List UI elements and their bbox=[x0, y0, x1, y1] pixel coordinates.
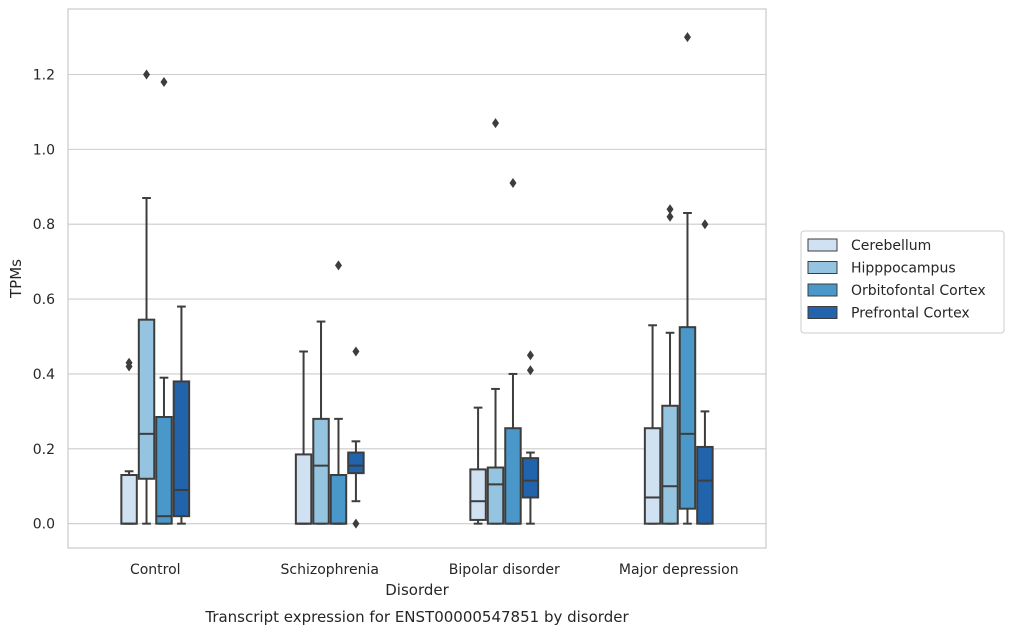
legend-swatch bbox=[807, 306, 838, 319]
y-axis-label: TPMs bbox=[7, 259, 25, 299]
y-tick-label: 0.8 bbox=[33, 217, 55, 233]
box-orbitofontal-cortex bbox=[504, 178, 522, 525]
box-prefrontal-cortex bbox=[172, 305, 191, 525]
box-hipppocampus bbox=[137, 69, 156, 525]
legend-label: Hipppocampus bbox=[851, 261, 956, 277]
box-iqr bbox=[521, 457, 540, 499]
legend-label: Cerebellum bbox=[851, 238, 931, 254]
y-tick-label: 1.0 bbox=[33, 142, 55, 158]
legend-label: Prefrontal Cortex bbox=[851, 306, 970, 322]
outlier-point bbox=[352, 346, 360, 357]
outlier-point bbox=[492, 118, 500, 129]
box-prefrontal-cortex bbox=[521, 350, 540, 525]
y-tick-label: 0.2 bbox=[33, 442, 55, 458]
outlier-point bbox=[683, 32, 691, 43]
outlier-point bbox=[526, 350, 534, 361]
box-iqr bbox=[329, 474, 348, 525]
y-tick-label: 1.2 bbox=[33, 68, 55, 84]
box-iqr bbox=[294, 453, 313, 525]
plot-area-border bbox=[67, 8, 767, 549]
box-orbitofontal-cortex bbox=[155, 76, 173, 525]
x-axis-ticks: Control Schizophrenia Bipolar disorder Majo… bbox=[130, 562, 739, 578]
box-hipppocampus bbox=[312, 320, 330, 525]
legend-frame bbox=[800, 230, 1005, 334]
outlier-point bbox=[352, 518, 360, 529]
box-cerebellum bbox=[294, 350, 313, 525]
outlier-point bbox=[526, 365, 534, 376]
legend: Cerebellum Hipppocampus Orbitofontal Corte… bbox=[800, 230, 1005, 334]
outlier-point bbox=[666, 204, 674, 215]
outlier-point bbox=[334, 260, 342, 271]
box-iqr bbox=[120, 474, 138, 525]
box-iqr bbox=[643, 427, 662, 525]
box-hipppocampus bbox=[486, 118, 505, 525]
legend-label: Orbitofontal Cortex bbox=[851, 283, 986, 299]
box-iqr bbox=[312, 417, 330, 525]
box-prefrontal-cortex bbox=[347, 346, 365, 529]
box-iqr bbox=[347, 451, 365, 475]
outlier-point bbox=[125, 357, 133, 368]
box-cerebellum bbox=[120, 357, 138, 525]
box-iqr bbox=[696, 445, 714, 525]
box-iqr bbox=[661, 404, 679, 525]
x-tick-label: Schizophrenia bbox=[281, 562, 379, 578]
outlier-point bbox=[143, 69, 151, 80]
outlier-point bbox=[509, 178, 517, 189]
outlier-point bbox=[666, 211, 674, 222]
x-axis-label: Disorder bbox=[385, 581, 449, 599]
box-cerebellum bbox=[469, 406, 487, 525]
y-tick-label: 0.4 bbox=[33, 367, 55, 383]
box-iqr bbox=[678, 326, 697, 510]
box-iqr bbox=[486, 466, 505, 525]
box-orbitofontal-cortex bbox=[678, 32, 697, 525]
x-tick-label: Major depression bbox=[619, 562, 739, 578]
y-axis-ticks: 0.0 0.2 0.4 0.6 0.8 1.0 1.2 bbox=[33, 68, 55, 533]
box-iqr bbox=[504, 427, 522, 525]
x-tick-label: Bipolar disorder bbox=[449, 562, 560, 578]
y-tick-label: 0.0 bbox=[33, 517, 55, 533]
box-orbitofontal-cortex bbox=[329, 260, 348, 525]
chart-caption: Transcript expression for ENST0000054785… bbox=[204, 608, 629, 626]
legend-swatch bbox=[807, 261, 838, 274]
box-cerebellum bbox=[643, 324, 662, 525]
outlier-point bbox=[160, 76, 168, 87]
box-iqr bbox=[137, 318, 156, 480]
box-plot-series bbox=[120, 32, 714, 529]
legend-swatch bbox=[807, 283, 838, 297]
outlier-point bbox=[701, 219, 709, 230]
box-iqr bbox=[469, 468, 487, 521]
legend-swatch bbox=[807, 238, 838, 252]
box-iqr bbox=[172, 380, 191, 518]
box-iqr bbox=[155, 415, 173, 525]
x-tick-label: Control bbox=[130, 562, 181, 578]
box-prefrontal-cortex bbox=[696, 219, 714, 525]
box-hipppocampus bbox=[661, 204, 679, 525]
y-tick-label: 0.6 bbox=[33, 292, 55, 308]
